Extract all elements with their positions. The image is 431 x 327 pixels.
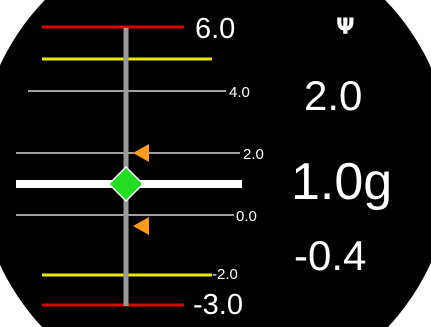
scale-label-4: 4.0	[229, 84, 250, 101]
psi-icon: Ψ	[336, 15, 355, 40]
max-recorded-readout: 2.0	[304, 72, 362, 119]
min-limit-label: -3.0	[193, 289, 243, 321]
current-g-marker	[107, 165, 145, 203]
max-recorded-marker	[133, 144, 149, 162]
scale-label-0: 0.0	[236, 208, 257, 225]
min-recorded-readout: -0.4	[294, 232, 366, 279]
current-g-readout: 1.0g	[291, 153, 392, 211]
scale-label-neg2: -2.0	[212, 266, 238, 283]
min-recorded-marker	[133, 217, 149, 235]
max-limit-label: 6.0	[195, 13, 235, 45]
scale-label-2: 2.0	[243, 146, 264, 163]
